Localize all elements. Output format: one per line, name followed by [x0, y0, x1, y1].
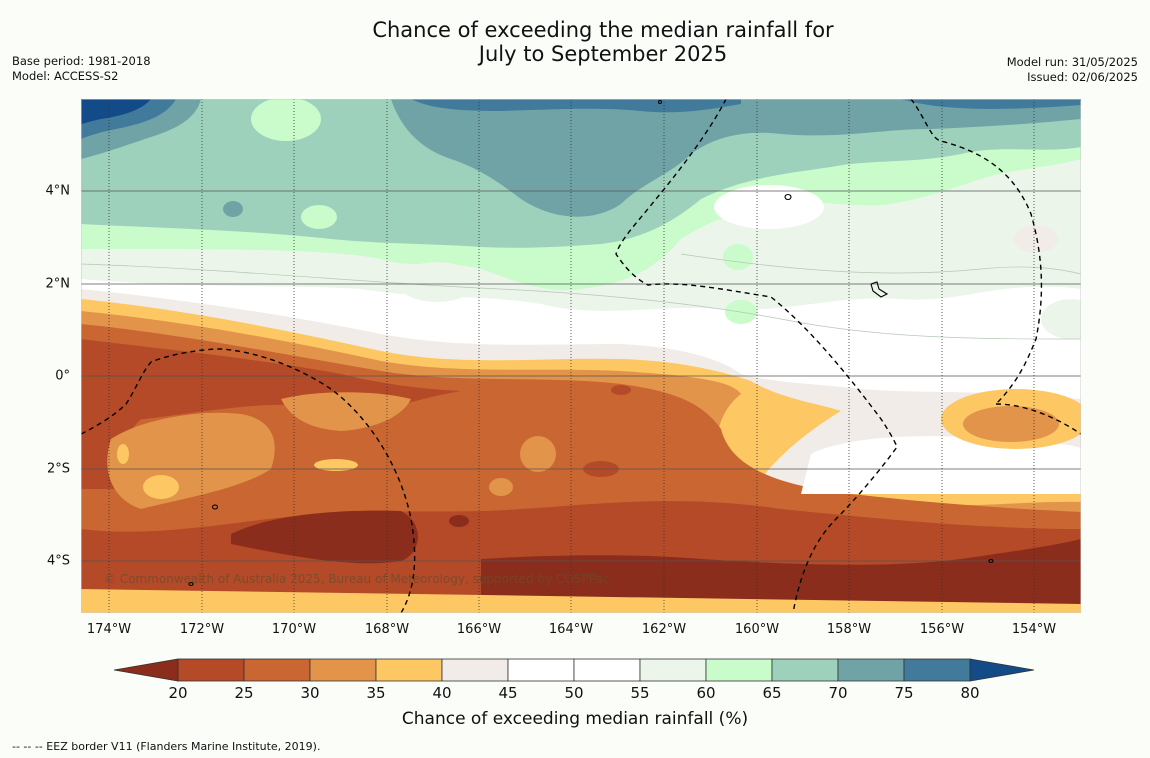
band-70-75: [81, 99, 1081, 217]
map-title: Chance of exceeding the median rainfall …: [0, 18, 1150, 66]
legend-tick: 80: [960, 684, 980, 702]
eez-footnote: -- -- -- EEZ border V11 (Flanders Marine…: [12, 740, 321, 753]
contour-line-a: [81, 263, 1081, 340]
legend-tick: 30: [300, 684, 320, 702]
patch-20-25-west: [81, 359, 143, 489]
legend-swatch: [309, 658, 377, 682]
x-tick-label: 168°W: [364, 622, 410, 637]
legend-swatch: [177, 658, 245, 682]
eez-borders: [81, 99, 1081, 613]
legend-tick: 60: [696, 684, 716, 702]
island-outline-b: [870, 281, 889, 298]
issued-date-text: Issued: 02/06/2025: [1027, 70, 1138, 84]
patch-20-25-d: [611, 385, 631, 395]
eez-border-central: [615, 99, 898, 613]
legend-swatch: [573, 658, 641, 682]
x-tick-label: 162°W: [641, 622, 687, 637]
legend-tick: 25: [234, 684, 254, 702]
band-35-40-south: [81, 589, 1081, 613]
patch-55-60-ne: [1041, 299, 1081, 339]
legend-tick: 65: [762, 684, 782, 702]
island-outline-f: [657, 99, 663, 105]
legend-swatch: [639, 658, 707, 682]
legend-swatch-low-end: [113, 658, 179, 682]
patch-50-55: [714, 185, 824, 229]
legend-tick: 45: [498, 684, 518, 702]
patch-below-20-a: [231, 510, 418, 564]
x-tick-label: 170°W: [271, 622, 317, 637]
band-above-80-nw: [81, 99, 151, 124]
legend-swatch: [705, 658, 773, 682]
copyright-notice: © Commonwealth of Australia 2025, Bureau…: [104, 572, 610, 586]
x-tick-label: 160°W: [734, 622, 780, 637]
island-outline-d: [988, 558, 994, 564]
patch-60-65-c: [723, 244, 753, 270]
x-tick-label: 156°W: [919, 622, 965, 637]
y-tick-label: 4°N: [45, 183, 71, 199]
patch-40-45-ne: [1014, 225, 1058, 253]
x-tick-label: 174°W: [86, 622, 132, 637]
y-tick-label: 0°: [55, 368, 70, 384]
model-run-text: Model run: 31/05/2025: [1006, 55, 1138, 69]
legend-tick: 40: [432, 684, 452, 702]
x-tick-label: 172°W: [179, 622, 225, 637]
run-info: Model run: 31/05/2025 Issued: 02/06/2025: [1007, 55, 1138, 85]
x-tick-label: 154°W: [1011, 622, 1057, 637]
legend-tick: 35: [366, 684, 386, 702]
patch-30-35-east: [963, 406, 1059, 442]
model-name-text: Model: ACCESS-S2: [12, 69, 119, 83]
patch-30-35-d: [489, 478, 513, 496]
patch-55-60: [397, 262, 477, 302]
patch-70-75: [223, 201, 243, 217]
islands: [188, 99, 994, 587]
legend-swatch: [771, 658, 839, 682]
legend-swatch: [441, 658, 509, 682]
base-period-text: Base period: 1981-2018: [12, 54, 151, 68]
map-frame: [81, 99, 1081, 613]
patch-30-35-b: [281, 392, 411, 431]
contour-line-b: [680, 253, 1081, 275]
legend-tick: 75: [894, 684, 914, 702]
title-line-1: Chance of exceeding the median rainfall …: [372, 18, 834, 42]
model-info: Base period: 1981-2018 Model: ACCESS-S2: [12, 54, 151, 84]
patch-below-20-b: [449, 515, 469, 527]
band-75-80-ne: [901, 99, 1081, 109]
legend-swatch: [903, 658, 971, 682]
legend-swatch: [375, 658, 443, 682]
y-tick-label: 2°N: [45, 276, 71, 292]
island-outline-a: [784, 193, 792, 201]
title-line-2: July to September 2025: [478, 42, 728, 66]
patch-35-40-c: [314, 459, 358, 471]
patch-35-40-b: [117, 444, 129, 464]
legend-swatch-high-end: [969, 658, 1035, 682]
island-outline-e: [188, 581, 194, 587]
patch-60-65: [251, 99, 321, 141]
legend-swatch: [837, 658, 905, 682]
patch-30-35-c: [520, 436, 556, 472]
legend-tick: 55: [630, 684, 650, 702]
x-tick-label: 166°W: [456, 622, 502, 637]
patch-35-40-a: [143, 475, 179, 499]
rainfall-probability-map: [81, 99, 1081, 613]
legend-swatch: [507, 658, 575, 682]
x-tick-label: 164°W: [548, 622, 594, 637]
legend-tick: 70: [828, 684, 848, 702]
eez-border-east: [910, 99, 1043, 405]
legend-tick: 20: [168, 684, 188, 702]
patch-60-65-b: [301, 205, 337, 229]
legend-swatch: [243, 658, 311, 682]
band-below-20: [481, 539, 1081, 613]
legend-tick: 50: [564, 684, 584, 702]
legend-colorbar: [113, 658, 1035, 682]
y-tick-label: 4°S: [46, 553, 70, 569]
island-outline-c: [211, 504, 219, 510]
x-tick-label: 158°W: [826, 622, 872, 637]
graticule: [81, 190, 1081, 562]
y-tick-label: 2°S: [46, 461, 70, 477]
legend-title: Chance of exceeding median rainfall (%): [401, 709, 749, 729]
